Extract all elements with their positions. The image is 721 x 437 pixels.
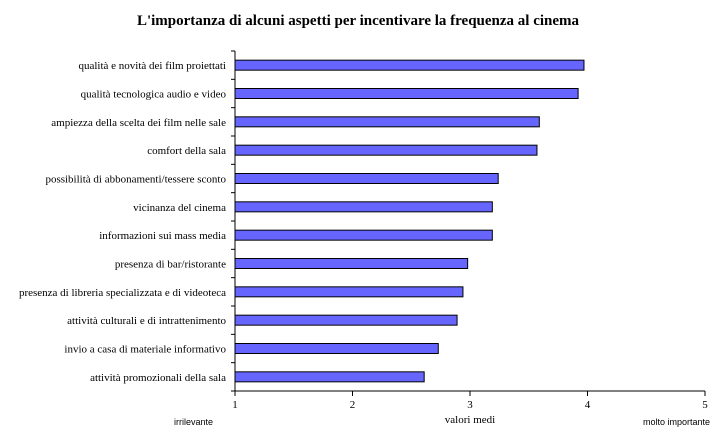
bar (234, 144, 538, 156)
x-axis-label: valori medi (445, 414, 495, 426)
bar (234, 88, 579, 99)
y-axis-ticks (231, 50, 235, 392)
scale-low-label: irrilevante (174, 417, 213, 427)
x-tick-label: 5 (702, 399, 708, 411)
bar (234, 314, 458, 326)
category-label: attività promozionali della sala (90, 372, 226, 384)
bars-group (234, 59, 585, 383)
x-tick-label: 2 (350, 399, 356, 411)
x-tick-label: 1 (232, 399, 238, 411)
category-labels: qualità e novità dei film proiettati qual… (19, 60, 227, 384)
category-label: presenza di bar/ristorante (115, 259, 226, 271)
x-tick-label: 3 (467, 399, 473, 411)
bar (234, 258, 469, 269)
category-label: comfort della sala (147, 145, 226, 157)
scale-high-label: molto importante (643, 417, 710, 427)
category-label: ampiezza della scelta dei film nelle sal… (51, 117, 226, 129)
category-label: presenza di libreria specializzata e di … (19, 287, 226, 299)
category-label: possibilità di abbonamenti/tessere scont… (45, 174, 226, 186)
x-tick-label: 4 (585, 399, 591, 411)
category-label: qualità e novità dei film proiettati (78, 60, 226, 72)
chart-title: L'importanza di alcuni aspetti per incen… (137, 13, 580, 29)
category-label: informazioni sui mass media (99, 230, 226, 242)
bar (234, 371, 425, 383)
bar (234, 229, 493, 241)
bar (234, 201, 493, 213)
bar (234, 173, 499, 184)
category-label: invio a casa di materiale informativo (64, 344, 226, 356)
bar (234, 59, 585, 71)
bar (234, 343, 439, 354)
category-label: attività culturali e di intrattenimento (67, 315, 226, 327)
category-label: qualità tecnologica audio e video (81, 89, 227, 101)
bar (234, 116, 540, 128)
bar (234, 286, 464, 298)
category-label: vicinanza del cinema (133, 202, 226, 214)
x-axis-ticks: 1 2 3 4 5 (232, 391, 708, 411)
